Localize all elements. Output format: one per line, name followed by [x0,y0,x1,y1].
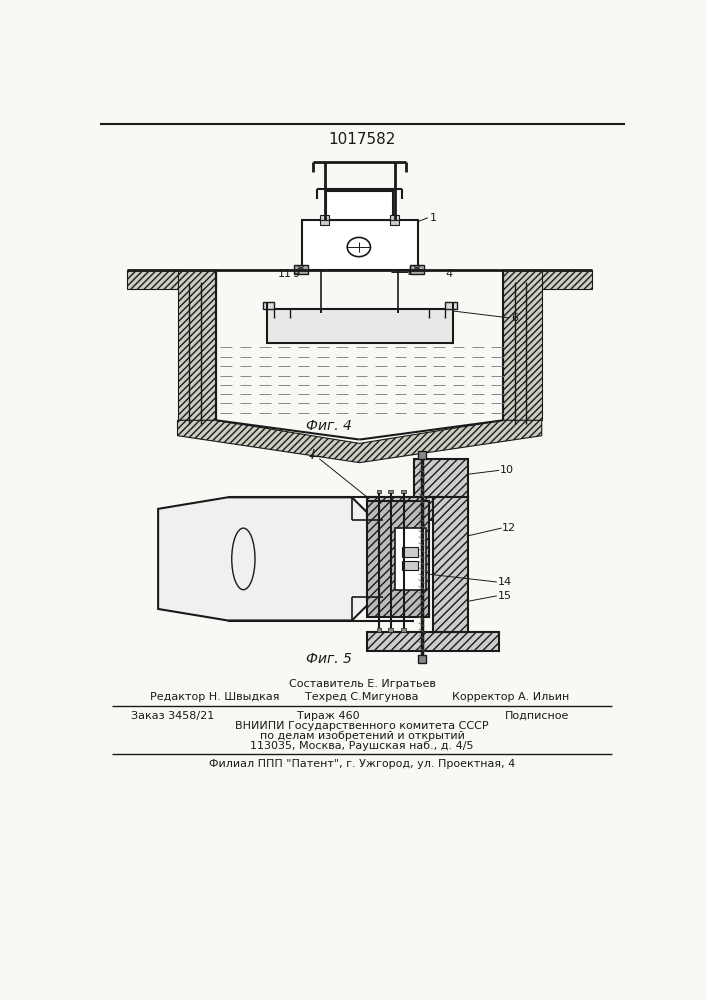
Text: Техред С.Мигунова: Техред С.Мигунова [305,692,419,702]
Polygon shape [368,501,429,617]
Text: Заказ 3458/21: Заказ 3458/21 [131,711,214,721]
Bar [395,528,426,590]
Polygon shape [503,270,592,289]
Bar [320,220,329,225]
Text: Составитель Е. Игратьев: Составитель Е. Игратьев [288,679,436,689]
Text: 6: 6 [511,313,518,323]
Text: 12: 12 [502,523,516,533]
Text: Фиг. 5: Фиг. 5 [305,652,351,666]
Bar [388,628,393,632]
Bar [418,655,426,663]
Text: 11: 11 [277,269,291,279]
Text: Корректор А. Ильин: Корректор А. Ильин [452,692,569,702]
Bar [418,451,426,459]
Text: Фиг. 4: Фиг. 4 [305,419,351,433]
Polygon shape [267,309,452,343]
Text: I: I [311,448,315,462]
Text: 113035, Москва, Раушская наб., д. 4/5: 113035, Москва, Раушская наб., д. 4/5 [250,741,474,751]
Text: Подписное: Подписное [505,711,569,721]
Text: ВНИИПИ Государственного комитета СССР: ВНИИПИ Государственного комитета СССР [235,721,489,731]
Text: 1: 1 [430,213,437,223]
Text: 15: 15 [498,591,512,601]
Bar [402,490,406,493]
Polygon shape [414,459,468,497]
Bar [402,561,418,570]
Polygon shape [177,420,542,463]
Polygon shape [158,497,368,620]
Text: 9: 9 [293,269,300,279]
Bar [320,215,329,220]
Text: I: I [408,265,412,278]
Bar [377,490,381,493]
Text: 14: 14 [498,577,512,587]
Bar [263,302,274,309]
Polygon shape [368,497,468,520]
Polygon shape [368,632,499,651]
Bar [327,191,393,220]
Text: Тираж 460: Тираж 460 [298,711,360,721]
Bar [390,220,399,225]
Text: 1017582: 1017582 [328,132,396,147]
Polygon shape [177,270,216,420]
Polygon shape [127,270,216,289]
Text: 10: 10 [500,465,514,475]
Bar [377,628,381,632]
Bar [402,547,418,557]
Bar [402,628,406,632]
Text: Редактор Н. Швыдкая: Редактор Н. Швыдкая [151,692,280,702]
Bar [301,220,418,270]
Text: по делам изобретений и открытий: по делам изобретений и открытий [259,731,464,741]
Bar [390,215,399,220]
Text: 4: 4 [445,269,452,279]
Bar [410,265,424,274]
Polygon shape [503,270,542,420]
Bar [388,490,393,493]
Bar [293,265,308,274]
Bar [445,302,457,309]
Polygon shape [433,497,468,632]
Text: Филиал ППП "Патент", г. Ужгород, ул. Проектная, 4: Филиал ППП "Патент", г. Ужгород, ул. Про… [209,759,515,769]
